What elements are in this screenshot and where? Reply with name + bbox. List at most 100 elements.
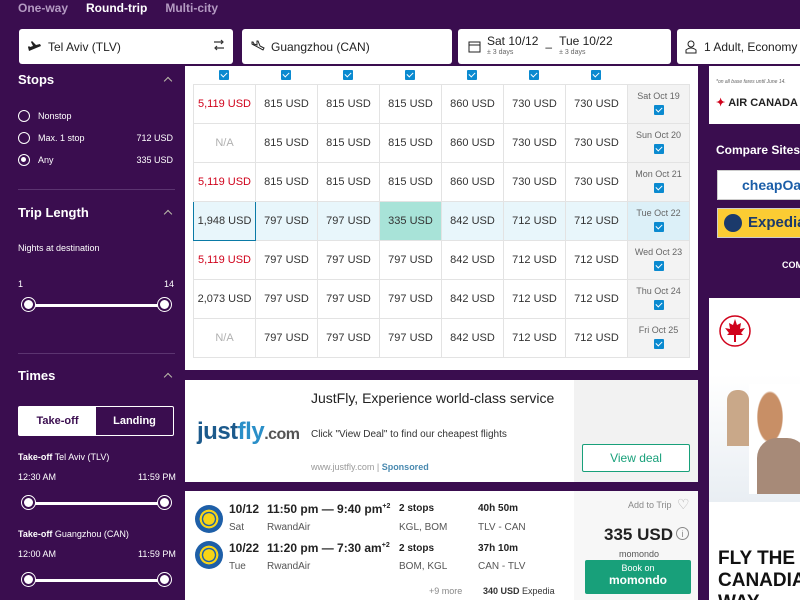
return-date-cell[interactable]: Wed Oct 23 (627, 240, 690, 280)
slider-handle-min[interactable] (22, 496, 35, 509)
checkbox-icon[interactable] (653, 183, 664, 193)
return-date-cell[interactable]: Tue Oct 22 (627, 201, 690, 241)
tab-multi-city[interactable]: Multi-city (165, 1, 218, 15)
price-cell[interactable]: 797 USD (255, 279, 318, 319)
checkbox-icon[interactable] (219, 70, 229, 80)
price-cell[interactable]: 797 USD (255, 318, 318, 358)
checkbox-icon[interactable] (343, 70, 353, 80)
price-cell[interactable]: 842 USD (441, 201, 504, 241)
return-date-cell[interactable]: Sat Oct 19 (627, 84, 690, 124)
price-cell[interactable]: 797 USD (317, 240, 380, 280)
return-date-cell[interactable]: Sun Oct 20 (627, 123, 690, 163)
checkbox-icon[interactable] (653, 261, 664, 271)
price-cell[interactable]: 842 USD (441, 318, 504, 358)
price-cell[interactable]: 797 USD (379, 318, 442, 358)
tab-round-trip[interactable]: Round-trip (86, 1, 148, 15)
price-cell[interactable]: N/A (193, 123, 256, 163)
price-cell[interactable]: 797 USD (255, 240, 318, 280)
price-cell[interactable]: 797 USD (379, 279, 442, 319)
price-cell[interactable]: 842 USD (441, 279, 504, 319)
takeoff-dest-slider[interactable] (22, 573, 171, 586)
price-cell[interactable]: 842 USD (441, 240, 504, 280)
checkbox-icon[interactable] (653, 339, 664, 349)
price-cell[interactable]: 815 USD (255, 162, 318, 202)
slider-handle-min[interactable] (22, 573, 35, 586)
return-date-cell[interactable]: Thu Oct 24 (627, 279, 690, 319)
checkbox-icon[interactable] (591, 70, 601, 80)
compare-site-cheapoair[interactable]: cheapOair (717, 170, 800, 200)
price-cell[interactable]: 797 USD (317, 279, 380, 319)
price-cell[interactable]: 730 USD (503, 84, 566, 124)
price-cell[interactable]: 730 USD (503, 162, 566, 202)
price-cell[interactable]: 712 USD (503, 201, 566, 241)
stops-option-max-1[interactable]: Max. 1 stop 712 USD (18, 130, 173, 146)
stops-option-any[interactable]: Any 335 USD (18, 152, 173, 168)
checkbox-icon[interactable] (653, 222, 664, 232)
price-cell[interactable]: 712 USD (565, 279, 628, 319)
origin-field[interactable]: Tel Aviv (TLV) (19, 29, 233, 64)
compare-site-expedia[interactable]: Expedia (717, 208, 800, 238)
price-cell[interactable]: 712 USD (503, 318, 566, 358)
checkbox-icon[interactable] (281, 70, 291, 80)
price-cell[interactable]: 815 USD (379, 123, 442, 163)
price-cell[interactable]: 5,119 USD (193, 84, 256, 124)
air-canada-banner-ad[interactable]: FLY THE CANADIAN WAY (709, 298, 800, 600)
price-cell[interactable]: 860 USD (441, 123, 504, 163)
air-canada-ad-top[interactable]: *on all base fares until June 14. AIR CA… (709, 66, 800, 124)
tab-takeoff[interactable]: Take-off (19, 407, 96, 435)
price-cell[interactable]: 712 USD (503, 279, 566, 319)
return-date-cell[interactable]: Fri Oct 25 (627, 318, 690, 358)
checkbox-icon[interactable] (467, 70, 477, 80)
book-button[interactable]: Book on momondo (585, 560, 691, 594)
slider-handle-max[interactable] (158, 298, 171, 311)
price-cell[interactable]: 815 USD (255, 123, 318, 163)
price-cell[interactable]: 860 USD (441, 84, 504, 124)
price-cell[interactable]: 815 USD (317, 123, 380, 163)
tab-one-way[interactable]: One-way (18, 1, 69, 15)
travelers-field[interactable]: 1 Adult, Economy (677, 29, 800, 64)
alt-price[interactable]: 340 USD Expedia (483, 586, 555, 596)
price-cell[interactable]: N/A (193, 318, 256, 358)
price-cell[interactable]: 712 USD (565, 201, 628, 241)
checkbox-icon[interactable] (405, 70, 415, 80)
price-cell[interactable]: 797 USD (317, 318, 380, 358)
price-cell[interactable]: 815 USD (317, 84, 380, 124)
ad-headline[interactable]: JustFly, Experience world-class service (311, 390, 555, 406)
slider-handle-max[interactable] (158, 496, 171, 509)
price-cell[interactable]: 730 USD (565, 84, 628, 124)
checkbox-icon[interactable] (529, 70, 539, 80)
price-cell[interactable]: 730 USD (503, 123, 566, 163)
compare-button[interactable]: COM (782, 260, 800, 270)
heart-icon[interactable]: ♡ (677, 496, 690, 512)
tab-landing[interactable]: Landing (113, 415, 156, 427)
info-icon[interactable]: i (676, 527, 689, 540)
destination-field[interactable]: Guangzhou (CAN) (242, 29, 452, 64)
chevron-up-icon[interactable] (163, 209, 173, 219)
price-cell[interactable]: 5,119 USD (193, 162, 256, 202)
chevron-up-icon[interactable] (163, 76, 173, 86)
stops-option-nonstop[interactable]: Nonstop (18, 108, 173, 124)
price-cell[interactable]: 712 USD (565, 240, 628, 280)
price-cell[interactable]: 815 USD (317, 162, 380, 202)
chevron-up-icon[interactable] (163, 372, 173, 382)
price-cell[interactable]: 815 USD (379, 84, 442, 124)
nights-slider[interactable] (22, 298, 171, 311)
price-cell[interactable]: 712 USD (565, 318, 628, 358)
checkbox-icon[interactable] (653, 144, 664, 154)
price-cell[interactable]: 730 USD (565, 162, 628, 202)
checkbox-icon[interactable] (653, 105, 664, 115)
sponsored-ad[interactable]: justfly.com JustFly, Experience world-cl… (185, 380, 698, 482)
price-cell[interactable]: 730 USD (565, 123, 628, 163)
slider-handle-max[interactable] (158, 573, 171, 586)
takeoff-origin-slider[interactable] (22, 496, 171, 509)
more-providers-link[interactable]: +9 more (429, 586, 463, 596)
price-cell[interactable]: 815 USD (255, 84, 318, 124)
price-cell[interactable]: 797 USD (317, 201, 380, 241)
price-cell[interactable]: 2,073 USD (193, 279, 256, 319)
checkbox-icon[interactable] (653, 300, 664, 310)
flight-result-card[interactable]: 10/12 Sat 11:50 pm — 9:40 pm+2 RwandAir … (185, 491, 698, 600)
view-deal-button[interactable]: View deal (582, 444, 690, 472)
price-cell[interactable]: 335 USD (379, 201, 442, 241)
date-field[interactable]: Sat 10/12 ± 3 days – Tue 10/22 ± 3 days (458, 29, 671, 64)
return-date-cell[interactable]: Mon Oct 21 (627, 162, 690, 202)
